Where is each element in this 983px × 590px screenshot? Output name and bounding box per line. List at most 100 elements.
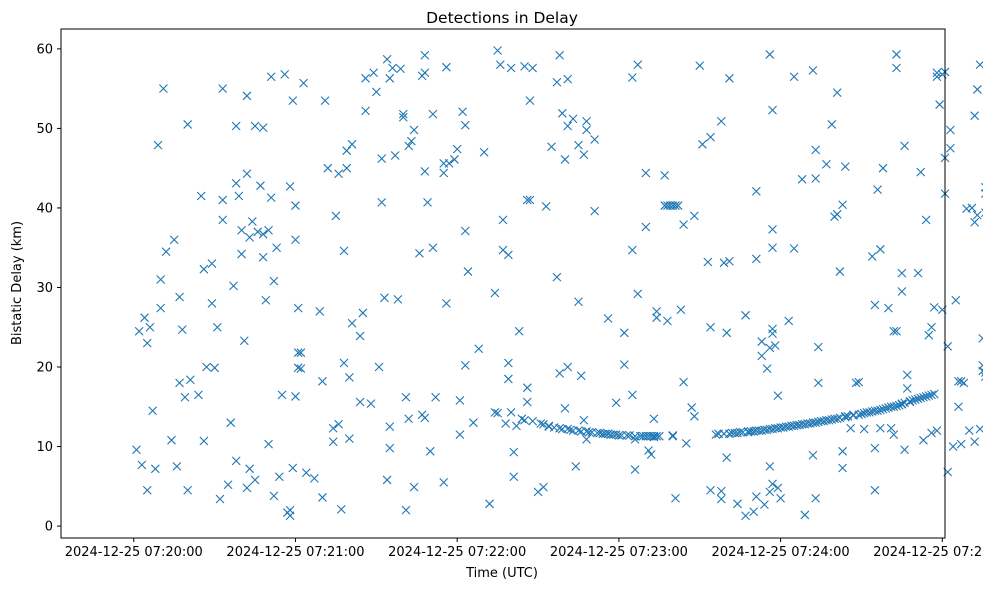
data-point — [539, 482, 548, 492]
data-point — [385, 73, 395, 83]
data-point — [913, 268, 923, 278]
data-point — [285, 505, 295, 515]
data-point — [339, 246, 349, 256]
data-point — [242, 483, 252, 493]
data-point — [334, 169, 343, 179]
data-point — [285, 182, 295, 191]
data-point — [574, 140, 583, 150]
data-point — [237, 225, 246, 235]
data-point — [490, 407, 500, 417]
data-point — [681, 438, 691, 448]
data-point — [927, 322, 936, 332]
data-point — [493, 408, 502, 418]
data-point — [687, 403, 697, 412]
data-point — [822, 159, 831, 169]
data-point — [811, 145, 821, 155]
data-point — [342, 163, 352, 173]
data-point — [439, 168, 449, 178]
y-tick-label: 60 — [36, 42, 53, 57]
data-point — [396, 64, 405, 74]
data-point — [210, 363, 220, 373]
data-point — [398, 109, 408, 119]
data-point — [264, 439, 273, 449]
data-point — [291, 201, 300, 210]
data-point — [924, 330, 934, 340]
data-point — [900, 141, 909, 151]
data-point — [539, 419, 548, 429]
data-point — [897, 268, 907, 278]
data-point — [921, 215, 931, 225]
data-point — [808, 65, 818, 75]
data-point — [584, 427, 594, 437]
data-point — [150, 464, 160, 474]
x-axis: 2024-12-25 07:20:00 2024-12-25 07:21:00 20… — [65, 538, 983, 560]
data-point — [541, 201, 551, 211]
data-point — [660, 170, 670, 180]
data-point — [892, 50, 901, 59]
data-point — [361, 106, 370, 116]
data-point — [509, 472, 519, 482]
data-point — [536, 419, 546, 428]
data-point — [132, 445, 141, 455]
data-point — [590, 135, 600, 144]
data-point — [854, 410, 864, 420]
data-point — [935, 100, 944, 109]
data-point — [627, 73, 637, 82]
data-point — [711, 430, 721, 439]
data-point — [970, 217, 980, 227]
data-point — [347, 318, 357, 328]
chart-title: Detections in Delay — [426, 9, 578, 27]
data-point — [760, 500, 769, 509]
y-tick-label: 0 — [45, 520, 53, 535]
data-point — [331, 211, 341, 221]
data-point — [749, 507, 759, 517]
data-point — [202, 362, 211, 372]
data-point — [972, 210, 982, 220]
data-point — [231, 121, 241, 131]
y-tick-label: 30 — [36, 281, 53, 296]
data-point — [768, 324, 777, 334]
data-point — [716, 116, 726, 126]
data-point — [468, 418, 478, 428]
data-point — [234, 191, 244, 201]
data-point — [838, 200, 847, 210]
data-point — [442, 298, 451, 308]
data-point — [474, 344, 484, 354]
data-point — [571, 462, 581, 471]
data-point — [870, 300, 880, 310]
data-point — [897, 287, 907, 296]
data-point — [932, 72, 942, 82]
data-point — [547, 142, 556, 152]
data-point — [565, 425, 575, 435]
data-point — [137, 460, 147, 470]
data-point — [296, 364, 306, 373]
data-point — [603, 314, 613, 323]
data-point — [455, 396, 465, 405]
data-point — [229, 281, 238, 291]
data-point — [207, 259, 217, 269]
data-point — [512, 421, 521, 431]
data-point — [813, 342, 823, 352]
data-point — [649, 414, 659, 424]
data-point — [177, 325, 187, 335]
data-point — [347, 139, 357, 149]
data-point — [768, 243, 777, 253]
data-point — [142, 338, 152, 348]
data-point — [679, 220, 688, 230]
data-point — [956, 439, 966, 449]
data-point — [245, 464, 255, 474]
data-point — [946, 125, 955, 135]
data-point — [813, 378, 823, 388]
data-point — [964, 426, 974, 436]
data-point — [207, 298, 217, 308]
data-point — [811, 174, 821, 183]
data-point — [269, 276, 279, 286]
data-point — [525, 96, 535, 105]
data-point — [970, 111, 980, 121]
data-point — [420, 166, 430, 176]
data-point — [835, 267, 845, 276]
data-point — [153, 140, 163, 150]
data-point — [838, 446, 847, 456]
data-point — [757, 351, 767, 361]
data-point — [652, 431, 662, 441]
